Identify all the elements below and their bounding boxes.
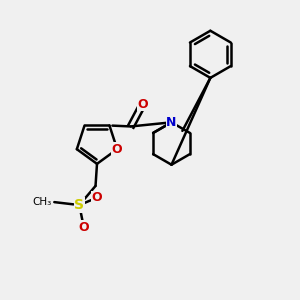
Text: N: N <box>166 116 177 129</box>
Text: O: O <box>137 98 148 111</box>
Text: O: O <box>78 220 89 234</box>
Text: CH₃: CH₃ <box>32 197 51 207</box>
Text: O: O <box>92 191 102 204</box>
Text: O: O <box>112 143 122 156</box>
Text: S: S <box>74 198 84 212</box>
